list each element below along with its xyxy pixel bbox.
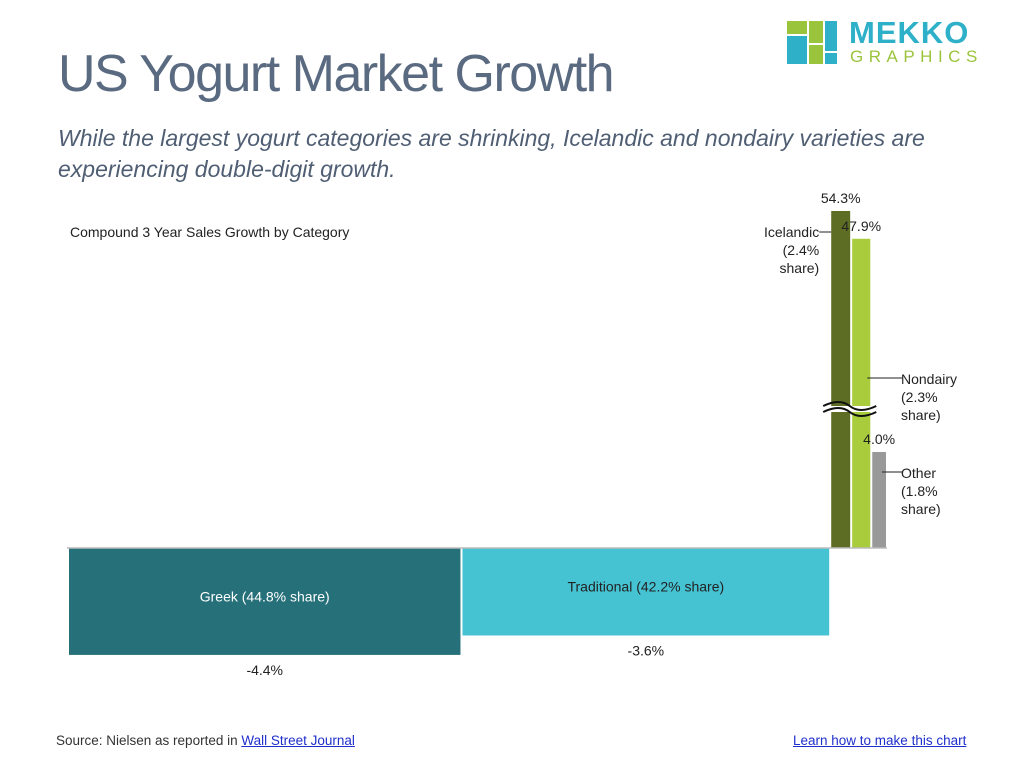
- nondairy-label-line-1: (2.3%: [901, 389, 938, 405]
- nondairy-label-line-0: Nondairy: [901, 371, 957, 387]
- other-value-label: 4.0%: [863, 431, 895, 447]
- axis-break-line-top: [822, 401, 877, 411]
- logo-wordmark: MEKKO: [849, 15, 970, 50]
- other-label-line-2: share): [901, 501, 941, 517]
- logo-subword: GRAPHICS: [850, 47, 983, 66]
- growth-chart: Compound 3 Year Sales Growth by Category…: [67, 190, 957, 678]
- greek-bar: [69, 548, 461, 655]
- source-prefix: Source: Nielsen as reported in: [56, 733, 242, 748]
- icelandic-label-line-2: share): [780, 260, 820, 276]
- icelandic-bar: [831, 211, 851, 548]
- learn-how-link[interactable]: Learn how to make this chart: [793, 733, 967, 748]
- nondairy-label-line-2: share): [901, 407, 941, 423]
- page-title: US Yogurt Market Growth: [58, 45, 615, 103]
- traditional-value-label: -3.6%: [628, 642, 665, 658]
- mekko-graphics-logo[interactable]: MEKKO GRAPHICS: [787, 15, 1002, 68]
- icelandic-value-label: 54.3%: [821, 190, 861, 206]
- logo-mark-icon: [787, 21, 837, 64]
- other-label-line-1: (1.8%: [901, 483, 938, 499]
- greek-bar-label: Greek (44.8% share): [200, 588, 330, 604]
- axis-break-line-bottom: [822, 407, 877, 417]
- other-bar: [872, 452, 886, 548]
- traditional-bar-label: Traditional (42.2% share): [567, 579, 724, 595]
- page-subtitle: While the largest yogurt categories are …: [58, 125, 925, 182]
- chart-title: Compound 3 Year Sales Growth by Category: [70, 224, 349, 240]
- source-note: Source: Nielsen as reported in Wall Stre…: [56, 733, 355, 748]
- icelandic-label-line-0: Icelandic: [764, 224, 819, 240]
- other-label-line-0: Other: [901, 465, 936, 481]
- traditional-bar: [462, 548, 830, 636]
- wall-street-journal-link[interactable]: Wall Street Journal: [241, 733, 355, 748]
- learn-link-container: Learn how to make this chart: [793, 733, 966, 748]
- nondairy-bar: [852, 238, 871, 549]
- nondairy-value-label: 47.9%: [841, 218, 881, 234]
- icelandic-label-line-1: (2.4%: [783, 242, 820, 258]
- greek-value-label: -4.4%: [246, 662, 283, 678]
